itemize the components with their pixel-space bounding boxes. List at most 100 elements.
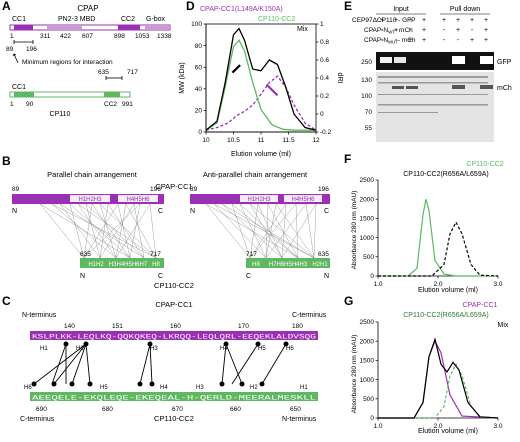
crosslink-line [69, 203, 131, 259]
crosslink-line [249, 203, 287, 259]
y-tick-label: 1000 [360, 377, 375, 384]
y-tick-label: 0 [198, 129, 202, 136]
crosslink-line [281, 203, 317, 259]
y2-tick-label: 0 [320, 111, 324, 118]
crosslink-line [221, 203, 283, 259]
cpap-mbd-segment [47, 25, 82, 30]
g-legend-2: CP110-CC2(R656A/L659A) [403, 312, 488, 319]
parallel-title: Parallel chain arrangement [47, 170, 138, 179]
f-legend-2: CP110-CC2(R656A/L659A) [403, 171, 488, 178]
c-c-terminus: C-terminus [292, 312, 327, 319]
panel-a: CPAP CC1 PN2-3 MBD CC2 G-box 1 311 422 6… [6, 4, 172, 118]
b-right-top-c: C [324, 208, 329, 215]
y2-tick-label: 0.6 [320, 57, 329, 64]
y-tick-label: 1000 [360, 235, 375, 242]
panel-label-c: C [2, 294, 11, 308]
e-band-mch: mCh [497, 85, 512, 92]
c-bottom-h1: H1 [300, 385, 308, 391]
crosslink-line [275, 203, 315, 259]
condition-mark: + [422, 17, 426, 24]
cpap-cc1-segment [14, 25, 33, 30]
crosslink-line [83, 203, 93, 259]
condition-mark: - [471, 27, 474, 34]
b-right-num-635: 635 [318, 251, 329, 258]
min-region-caption: Minimum regions for interaction [22, 59, 113, 66]
f-xlabel: Elution volume (ml) [418, 287, 478, 294]
y-tick-label: 100 [191, 21, 202, 28]
crosslink-line [99, 203, 135, 259]
crosslink-line [117, 203, 131, 259]
b-right-bottom-n: N [324, 273, 329, 280]
y-tick-label: 60 [195, 64, 203, 71]
condition-mark: + [470, 37, 474, 44]
crosslink-line [265, 203, 307, 259]
y-tick-label: 80 [195, 43, 203, 50]
cpap-title: CPAP [77, 4, 98, 13]
x-tick-label: 1.0 [373, 281, 382, 288]
e-kda-100: 100 [361, 93, 372, 100]
panel-label-e: E [344, 0, 352, 13]
cp110-num-635: 635 [98, 69, 109, 76]
e-header-input: Input [393, 6, 409, 13]
e-gel [376, 72, 494, 142]
crosslink-line [267, 203, 299, 259]
e-kda-250: 250 [361, 59, 372, 66]
cpap-num-422: 422 [60, 33, 71, 40]
y2-tick-label: 1 [320, 21, 324, 28]
e-row-3-label: CPAP-NMUT- mCh [364, 37, 416, 45]
crosslink-line [107, 203, 145, 259]
g-series [378, 337, 499, 419]
c-bottom-num-690: 690 [36, 406, 47, 413]
cp110-cc2-segment [104, 92, 120, 97]
arrow-icon [13, 53, 19, 64]
b-left-num-717: 717 [150, 251, 161, 258]
c-top-h4: H4 [220, 346, 228, 352]
condition-mark: + [456, 27, 460, 34]
x-tick-label: 11.5 [282, 137, 295, 144]
condition-mark: + [380, 17, 384, 24]
c-bottom-num-670: 670 [172, 406, 183, 413]
b-left-bottom-c: C [158, 273, 163, 280]
crosslink-line [239, 203, 267, 259]
condition-mark: + [484, 17, 488, 24]
b-left-num-89: 89 [12, 186, 20, 193]
b-left-top-n: N [12, 208, 17, 215]
b-left-bottom-helices-2: H3H4H5H6H7 [109, 262, 148, 268]
f-ylabel: Absorbance 280 nm (mAU) [351, 191, 358, 270]
b-right-cp110-bar [246, 258, 330, 268]
crosslink-line [295, 203, 299, 259]
d-xlabel: Elution volume (ml) [231, 151, 291, 158]
c-bottom-sequence-bar [30, 392, 318, 401]
cpap-num-1: 1 [10, 33, 14, 40]
condition-mark: - [457, 37, 460, 44]
cpap-cc1-label: CPAP-CC1 [155, 182, 192, 191]
b-right-top-helices-1: H1H2H3 [247, 197, 271, 203]
c-bottom-h3: H3 [196, 385, 204, 391]
c-top-num-170: 170 [238, 323, 249, 330]
crosslink-line [69, 203, 85, 259]
cpap-num-1338: 1338 [157, 33, 172, 40]
condition-mark: + [408, 17, 412, 24]
y2-tick-label: 0.2 [320, 93, 329, 100]
c-bottom-h2: H2 [250, 385, 258, 391]
b-left-crosslinks [39, 203, 157, 259]
crosslink-line [249, 203, 297, 259]
crosslink-line [77, 203, 117, 259]
g-legend-1: CPAP-CC1 [463, 302, 498, 309]
d-plot-frame [205, 23, 317, 133]
mw-segment [265, 83, 279, 97]
e-kda-130: 130 [361, 77, 372, 84]
d-legend-2: CP110-CC2 [258, 16, 295, 23]
condition-mark: + [408, 37, 412, 44]
condition-mark: + [394, 17, 398, 24]
x-tick-label: 1.0 [373, 423, 382, 430]
condition-mark: + [442, 17, 446, 24]
b-left-top-helices-1: H1H2H3 [78, 197, 102, 203]
c-top-num-160: 160 [170, 323, 181, 330]
x-tick-label: 3.0 [493, 281, 502, 288]
b-right-bottom-helices-2: H7H6H5H4H3 [269, 262, 308, 268]
c-contact-lines [33, 343, 287, 385]
d-legend-3: Mix [297, 26, 308, 33]
f-legend-1: CP110-CC2 [466, 161, 503, 168]
